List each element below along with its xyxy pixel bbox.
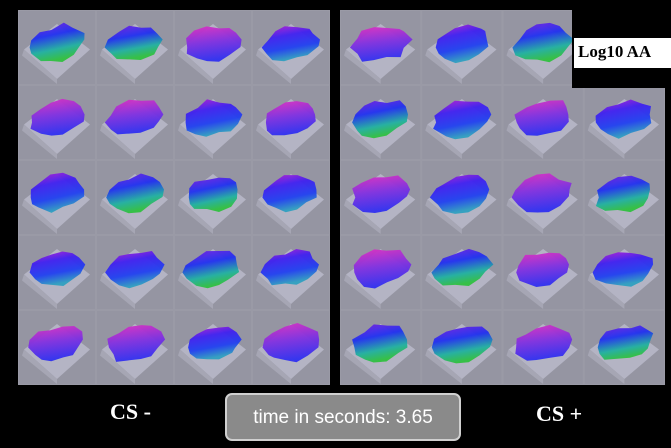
panel-label: CS + [536,401,582,426]
time-display: time in seconds: 3.65 [253,407,433,428]
surface [189,178,238,212]
figure: Log10 AA CS - CS + time in seconds: 3.65 [0,0,671,448]
colorbar-label: Log10 AA [578,42,652,61]
panel-label: CS - [110,399,151,424]
surface-grid [18,10,665,385]
